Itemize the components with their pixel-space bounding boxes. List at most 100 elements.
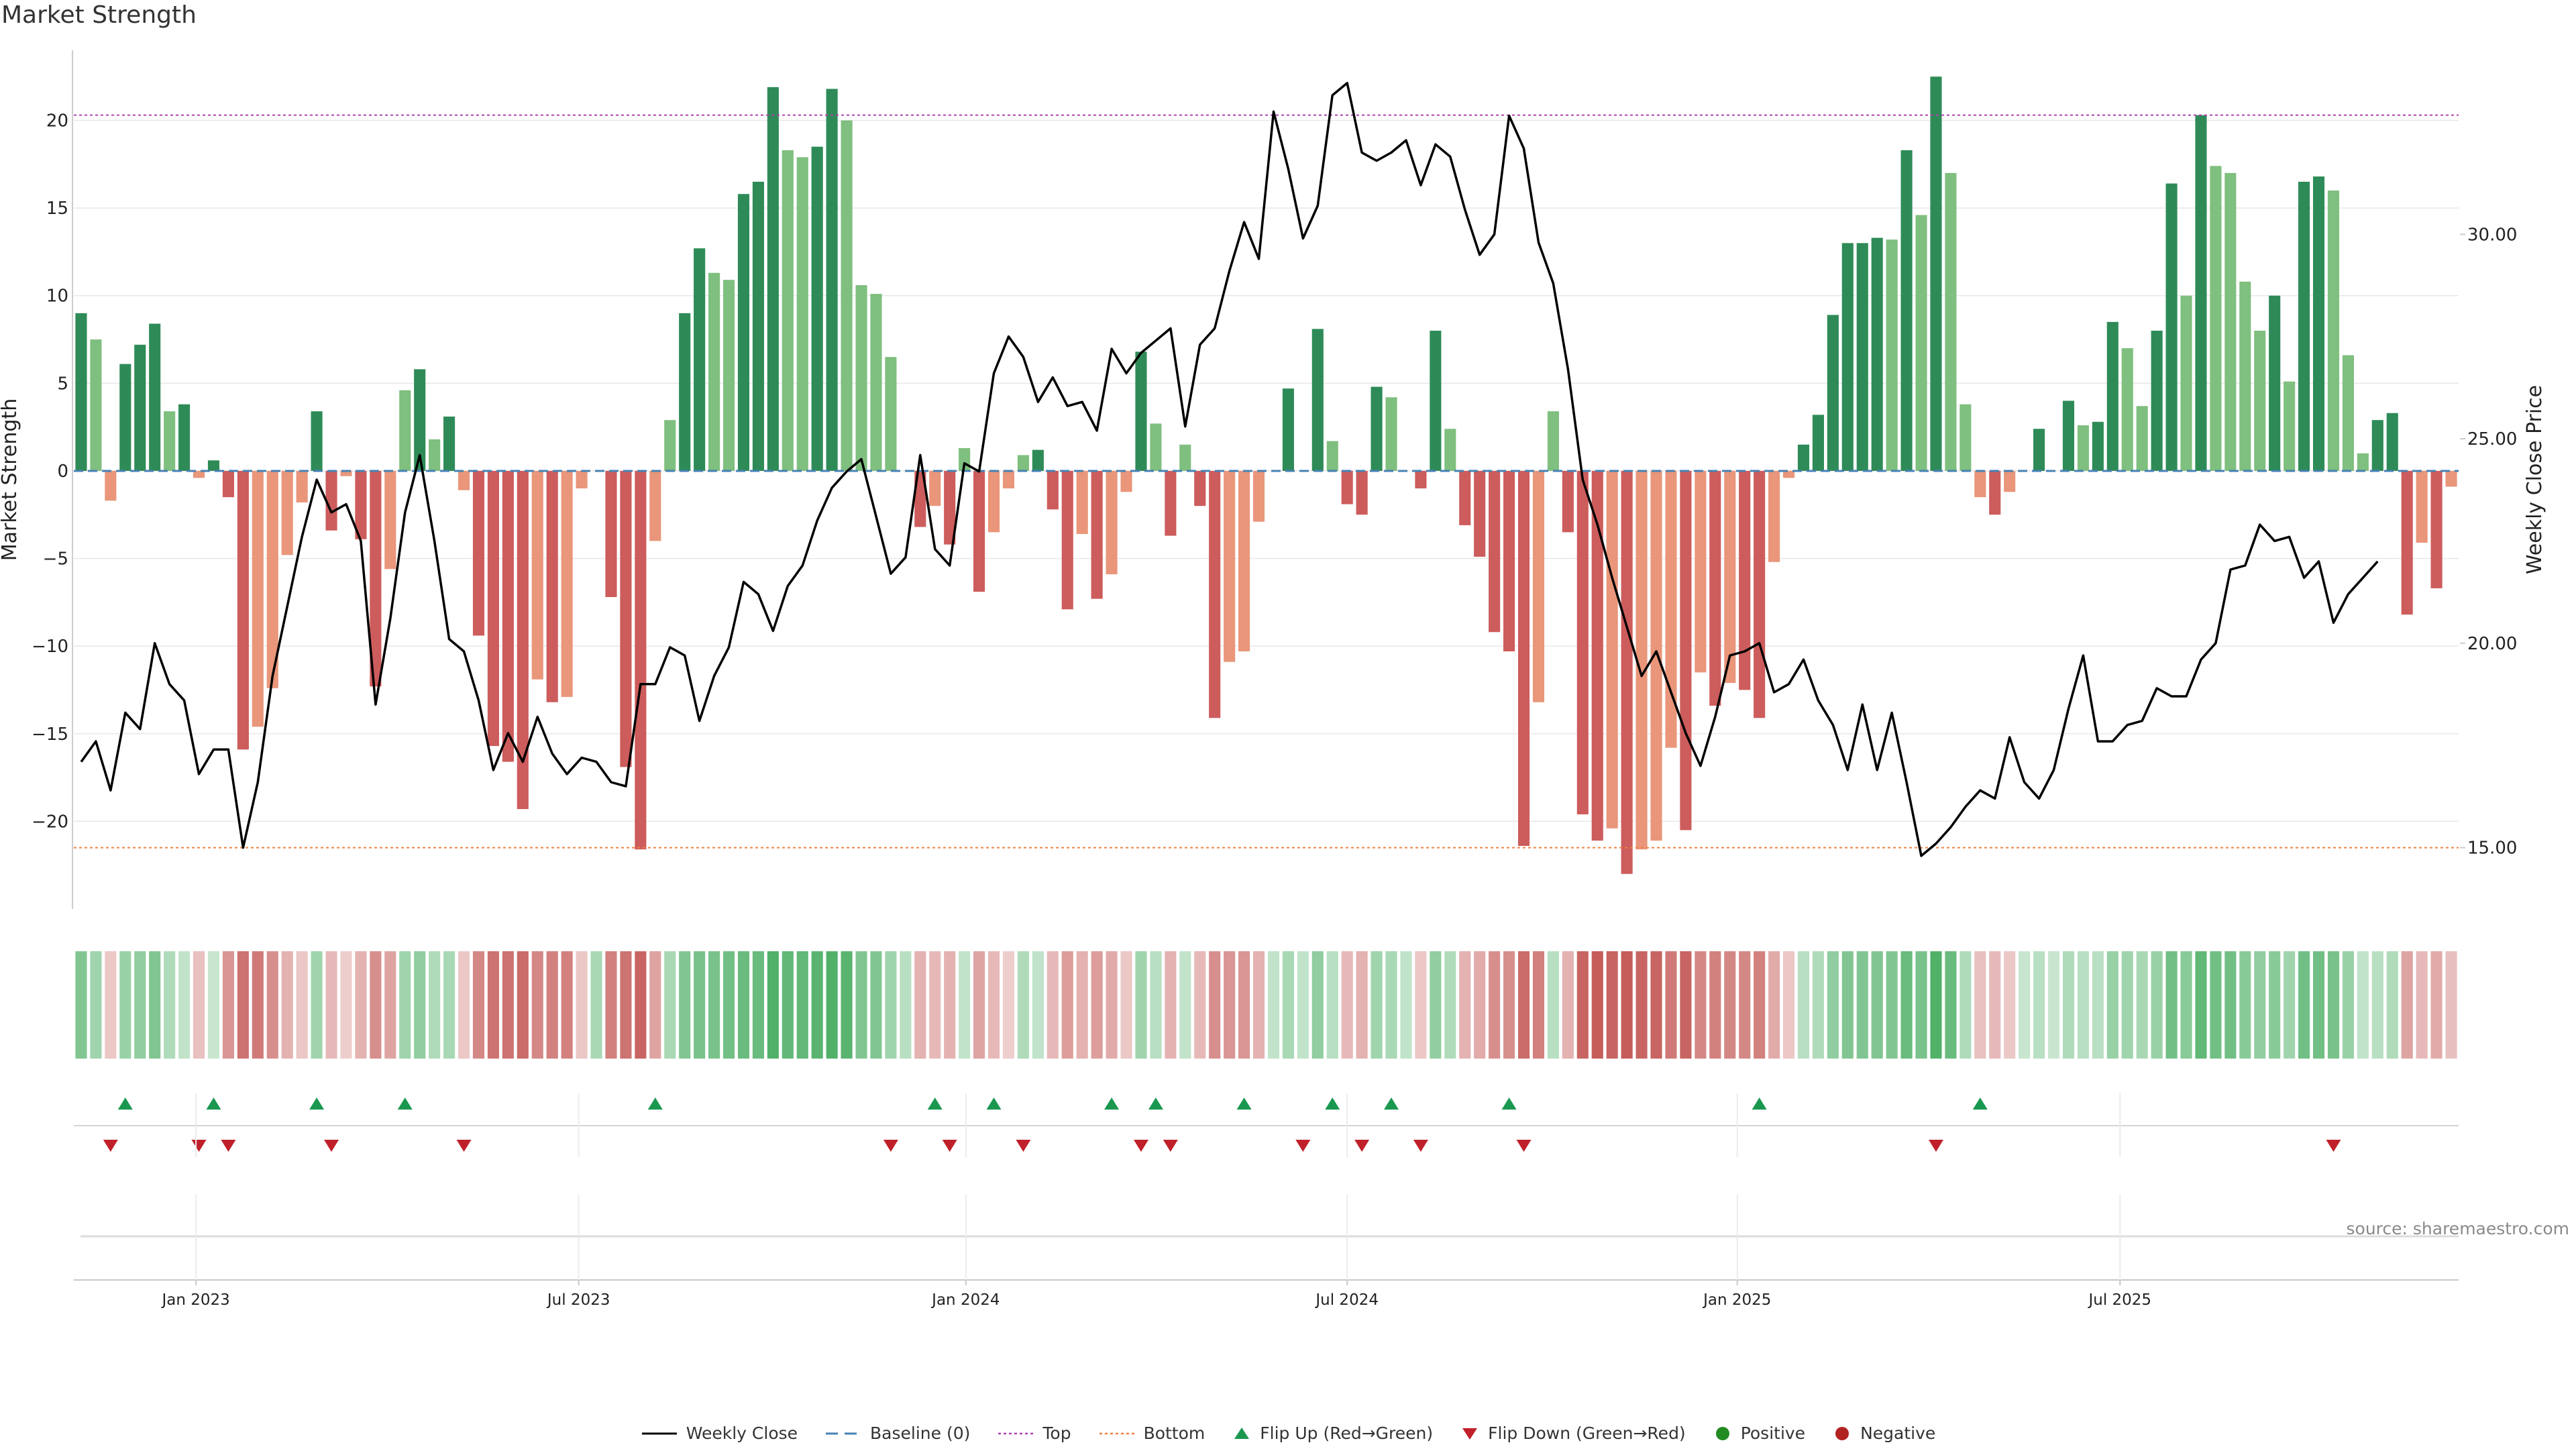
- flip-up-marker: [647, 1097, 663, 1110]
- heat-cell: [370, 951, 382, 1059]
- legend-label-baseline: Baseline (0): [870, 1424, 971, 1443]
- strength-bar: [1356, 470, 1368, 515]
- heat-cell: [679, 951, 691, 1059]
- heat-cell: [2224, 951, 2237, 1059]
- heat-cell: [1797, 951, 1810, 1059]
- strength-bar: [1517, 470, 1530, 846]
- strength-bar: [2416, 470, 2428, 543]
- heat-cell: [1754, 951, 1766, 1059]
- heat-cell: [1385, 951, 1397, 1059]
- flip-up-marker: [1501, 1097, 1517, 1110]
- strength-bar: [855, 285, 867, 471]
- strength-bar: [782, 150, 794, 471]
- strength-bar: [1017, 455, 1029, 471]
- heat-cell: [1562, 951, 1574, 1059]
- heat-cell: [944, 951, 956, 1059]
- flip-up-marker: [309, 1097, 325, 1110]
- strength-bar: [1061, 470, 1073, 610]
- strength-bar: [2298, 181, 2310, 471]
- heat-cell: [826, 951, 838, 1059]
- heat-cell: [1076, 951, 1088, 1059]
- heat-cell: [620, 951, 632, 1059]
- legend-baseline: Baseline (0): [824, 1424, 970, 1443]
- strength-bar: [2165, 183, 2178, 471]
- strength-bar: [1635, 470, 1648, 850]
- strength-bar: [2151, 330, 2163, 471]
- heat-cell: [1576, 951, 1589, 1059]
- strength-bar: [1900, 150, 1913, 471]
- strength-bar: [1415, 470, 1427, 489]
- strength-bar: [1768, 470, 1780, 562]
- flip-down-marker: [1163, 1140, 1178, 1152]
- heat-cell: [2312, 951, 2325, 1059]
- flip-up-marker: [206, 1097, 221, 1110]
- heat-cell: [914, 951, 926, 1059]
- strength-bar: [1489, 470, 1501, 633]
- heat-cell: [2062, 951, 2075, 1059]
- y-tick-label-left: 0: [57, 462, 68, 482]
- strength-bar: [2092, 421, 2104, 471]
- flip-down-marker: [1016, 1140, 1031, 1152]
- heat-cell: [1415, 951, 1427, 1059]
- heat-cell: [1311, 951, 1324, 1059]
- heat-cell: [1621, 951, 1633, 1059]
- heat-cell: [458, 951, 470, 1059]
- strength-bar: [1459, 470, 1471, 525]
- heat-cell: [1017, 951, 1029, 1059]
- strength-bar: [1179, 444, 1191, 471]
- strength-bar: [752, 181, 764, 471]
- heat-cell: [576, 951, 588, 1059]
- strength-bar: [75, 313, 87, 471]
- strength-bar: [605, 470, 617, 598]
- heat-cell: [193, 951, 205, 1059]
- strength-bar: [1444, 429, 1456, 471]
- strength-bar: [2254, 330, 2266, 471]
- strength-bar: [944, 470, 956, 545]
- heat-cell: [178, 951, 191, 1059]
- time-axis: Jan 2023 Jul 2023 Jan 2024 Jul 2024 Jan 2025…: [74, 1093, 2459, 1309]
- y-axis-title-left: Market Strength: [0, 398, 21, 561]
- heat-cell: [561, 951, 573, 1059]
- heat-cell: [2430, 951, 2443, 1059]
- heat-cell: [1782, 951, 1795, 1059]
- y-axis-title-right: Weekly Close Price: [2523, 385, 2546, 574]
- strength-bar: [1827, 315, 1839, 471]
- flip-down-marker: [103, 1140, 118, 1152]
- y-tick-label-left: −20: [32, 812, 68, 832]
- heat-cell: [590, 951, 602, 1059]
- strength-bar: [1150, 423, 1162, 471]
- strength-bar: [973, 470, 985, 592]
- strength-bar: [1224, 470, 1236, 662]
- heat-cell: [782, 951, 794, 1059]
- strength-bar: [1032, 449, 1044, 471]
- strength-bar: [2445, 470, 2457, 487]
- heat-cell: [1827, 951, 1839, 1059]
- flip-down-marker: [324, 1140, 339, 1152]
- heat-cell: [1650, 951, 1662, 1059]
- heat-cell: [1517, 951, 1530, 1059]
- heat-cell: [443, 951, 455, 1059]
- y-tick-label-right: 15.00: [2467, 839, 2517, 859]
- strength-bar: [722, 280, 735, 471]
- heat-cell: [987, 951, 1000, 1059]
- heat-cell: [1444, 951, 1456, 1059]
- heat-cell: [2239, 951, 2251, 1059]
- flip-down-marker: [456, 1140, 472, 1152]
- strength-bar: [517, 470, 529, 810]
- heat-cell: [149, 951, 161, 1059]
- heat-cell: [399, 951, 411, 1059]
- strength-bar: [1503, 470, 1515, 651]
- heat-cell: [1459, 951, 1471, 1059]
- strength-bar: [2210, 166, 2222, 471]
- y-tick-label-left: −5: [43, 549, 68, 570]
- heat-cell: [531, 951, 543, 1059]
- heat-cell: [546, 951, 558, 1059]
- strength-bar: [1606, 470, 1618, 828]
- legend-label-bottom: Bottom: [1143, 1424, 1205, 1443]
- y-tick-label-left: 5: [57, 374, 68, 394]
- heat-cell: [1282, 951, 1294, 1059]
- flip-up-marker: [1384, 1097, 1399, 1110]
- heat-cell: [2165, 951, 2178, 1059]
- legend-label-flip-down: Flip Down (Green→Red): [1488, 1424, 1686, 1443]
